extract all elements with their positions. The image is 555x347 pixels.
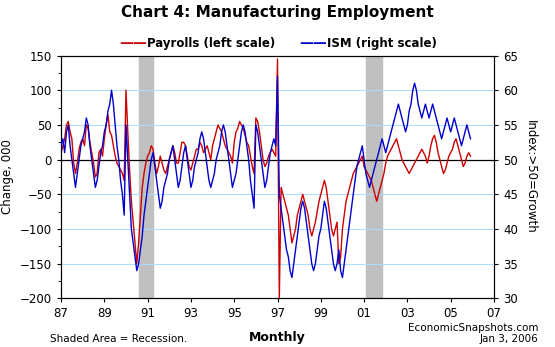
- Bar: [139, 56, 153, 298]
- Y-axis label: Index:>50=Growth: Index:>50=Growth: [524, 120, 537, 234]
- Text: EconomicSnapshots.com: EconomicSnapshots.com: [408, 323, 538, 333]
- Title: Chart 4: Manufacturing Employment: Chart 4: Manufacturing Employment: [121, 5, 434, 20]
- Text: Monthly: Monthly: [249, 331, 306, 344]
- Text: ——: ——: [119, 36, 147, 50]
- Text: Jan 3, 2006: Jan 3, 2006: [480, 333, 538, 344]
- Text: Payrolls (left scale): Payrolls (left scale): [147, 37, 275, 50]
- Bar: [366, 56, 382, 298]
- Y-axis label: Change, 000: Change, 000: [1, 139, 14, 214]
- Text: ISM (right scale): ISM (right scale): [327, 37, 437, 50]
- Text: Shaded Area = Recession.: Shaded Area = Recession.: [50, 333, 187, 344]
- Text: ——: ——: [300, 36, 327, 50]
